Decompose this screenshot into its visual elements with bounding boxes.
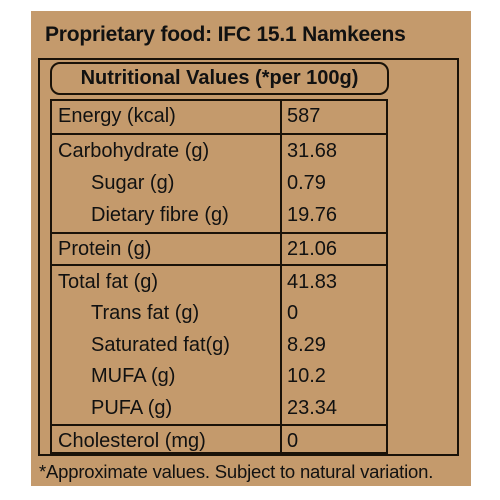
row-value: 8.29 xyxy=(287,334,326,356)
product-title: Proprietary food: IFC 15.1 Namkeens xyxy=(45,23,406,46)
row-divider xyxy=(52,232,386,234)
row-divider xyxy=(52,133,386,135)
row-label: Saturated fat(g) xyxy=(91,334,230,356)
table-header: Nutritional Values (*per 100g) xyxy=(50,62,389,95)
row-label: Trans fat (g) xyxy=(91,302,200,324)
column-divider xyxy=(280,101,282,452)
row-label: Total fat (g) xyxy=(58,271,159,293)
nutrition-table: Energy (kcal) 587 Carbohydrate (g) 31.68… xyxy=(50,99,388,454)
row-value: 21.06 xyxy=(287,238,338,260)
row-value: 41.83 xyxy=(287,271,338,293)
row-label: MUFA (g) xyxy=(91,365,176,387)
row-value: 31.68 xyxy=(287,140,338,162)
row-label: Cholesterol (mg) xyxy=(58,430,206,452)
row-label: PUFA (g) xyxy=(91,397,173,419)
row-divider xyxy=(52,264,386,266)
row-divider xyxy=(52,424,386,426)
row-value: 0 xyxy=(287,430,299,452)
row-label: Carbohydrate (g) xyxy=(58,140,210,162)
row-value: 0 xyxy=(287,302,299,324)
row-value: 0.79 xyxy=(287,172,326,194)
row-label: Dietary fibre (g) xyxy=(91,204,229,226)
row-value: 23.34 xyxy=(287,397,338,419)
row-label: Energy (kcal) xyxy=(58,105,176,127)
nutrition-panel: Proprietary food: IFC 15.1 Namkeens Nutr… xyxy=(31,11,471,486)
row-value: 10.2 xyxy=(287,365,326,387)
table-frame xyxy=(38,58,459,456)
row-value: 587 xyxy=(287,105,321,127)
row-value: 19.76 xyxy=(287,204,338,226)
footnote: *Approximate values. Subject to natural … xyxy=(39,461,434,482)
row-label: Protein (g) xyxy=(58,238,152,260)
row-label: Sugar (g) xyxy=(91,172,175,194)
